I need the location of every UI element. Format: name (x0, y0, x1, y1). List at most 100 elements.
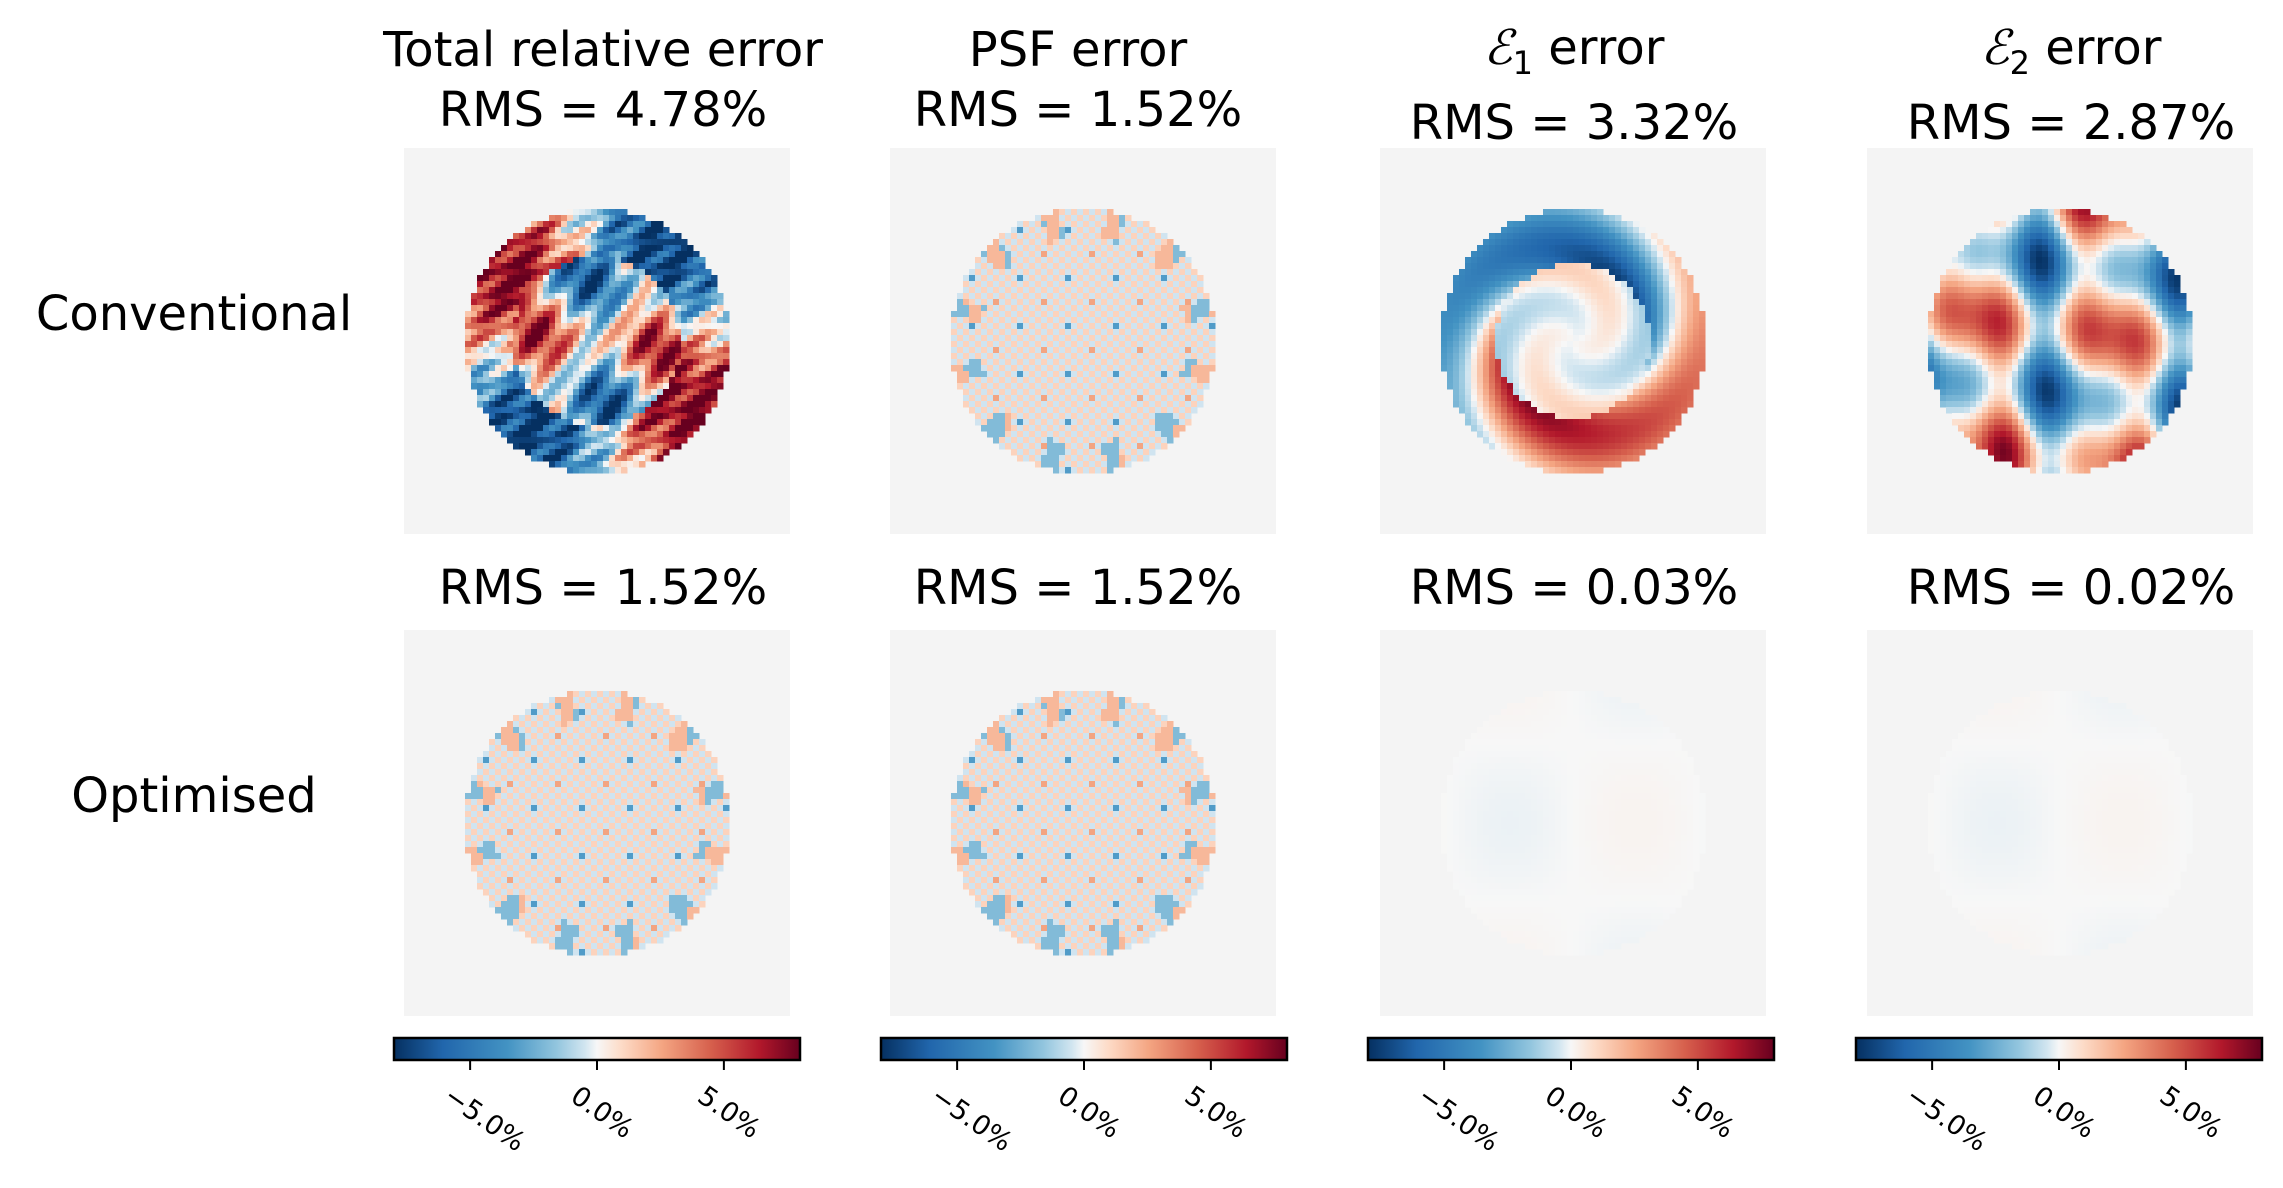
column-title-text: Total relative error (383, 22, 823, 78)
heatmap-cell (1579, 245, 1586, 252)
heatmap-cell (1029, 419, 1036, 426)
heatmap-cell (1095, 299, 1102, 306)
heatmap-cell (999, 437, 1006, 444)
heatmap-cell (1561, 335, 1568, 342)
heatmap-cell (1633, 245, 1640, 252)
heatmap-cell (1982, 317, 1989, 324)
heatmap-cell (1489, 353, 1496, 360)
heatmap-cell (1940, 377, 1947, 384)
heatmap-cell (1946, 353, 1953, 360)
heatmap-cell (669, 329, 676, 336)
heatmap-cell (1507, 443, 1514, 450)
heatmap-cell (1203, 299, 1210, 306)
heatmap-cell (987, 245, 994, 252)
heatmap-cell (621, 347, 628, 354)
heatmap-cell (1059, 419, 1066, 426)
heatmap-cell (1970, 413, 1977, 420)
heatmap-cell (1591, 419, 1598, 426)
heatmap-cell (999, 401, 1006, 408)
heatmap-cell (1179, 359, 1186, 366)
heatmap-cell (1531, 359, 1538, 366)
heatmap-cell (1549, 437, 1556, 444)
heatmap-cell (1651, 287, 1658, 294)
heatmap-cell (1543, 221, 1550, 228)
heatmap-cell (1179, 293, 1186, 300)
heatmap-cell (975, 317, 982, 324)
heatmap-cell (555, 461, 562, 468)
heatmap-cell (1035, 299, 1042, 306)
heatmap-cell (1609, 233, 1616, 240)
heatmap-cell (1047, 287, 1054, 294)
heatmap-cell (1525, 323, 1532, 330)
heatmap-cell (1964, 293, 1971, 300)
heatmap-cell (969, 347, 976, 354)
heatmap-cell (1507, 275, 1514, 282)
heatmap-cell (1513, 221, 1520, 228)
heatmap-cell (1651, 275, 1658, 282)
heatmap-cell (531, 251, 538, 258)
heatmap-cell (1675, 383, 1682, 390)
heatmap-cell (1029, 221, 1036, 228)
heatmap-cell (975, 335, 982, 342)
heatmap-cell (723, 359, 730, 366)
subscript: 2 (2009, 44, 2030, 82)
column-title-text: PSF error (968, 22, 1188, 78)
heatmap-cell (1573, 383, 1580, 390)
heatmap-cell (1585, 383, 1592, 390)
heatmap-cell (1567, 245, 1574, 252)
heatmap-cell (1119, 281, 1126, 288)
heatmap-cell (543, 389, 550, 396)
heatmap-cell (597, 311, 604, 318)
heatmap-cell (657, 389, 664, 396)
heatmap-cell (1011, 281, 1018, 288)
heatmap-cell (597, 317, 604, 324)
heatmap-cell (627, 371, 634, 378)
heatmap-cell (1537, 299, 1544, 306)
heatmap-cell (1113, 287, 1120, 294)
heatmap-cell (999, 239, 1006, 246)
heatmap-cell (693, 365, 700, 372)
heatmap-cell (1035, 383, 1042, 390)
heatmap-cell (1143, 281, 1150, 288)
heatmap-cell (1597, 335, 1604, 342)
heatmap-cell (1615, 353, 1622, 360)
rms-label: RMS = 1.52% (913, 82, 1243, 138)
heatmap-cell (1023, 389, 1030, 396)
heatmap-cell (1988, 359, 1995, 366)
heatmap-cell (1940, 311, 1947, 318)
heatmap-cell (639, 443, 646, 450)
heatmap-cell (1964, 275, 1971, 282)
heatmap-cell (567, 317, 574, 324)
heatmap-cell (1693, 365, 1700, 372)
heatmap-cell (1657, 365, 1664, 372)
heatmap-cell (1119, 299, 1126, 306)
heatmap-cell (1525, 443, 1532, 450)
heatmap-cell (1113, 329, 1120, 336)
heatmap-cell (675, 413, 682, 420)
heatmap-cell (951, 311, 958, 318)
heatmap-cell (1621, 293, 1628, 300)
heatmap-cell (993, 293, 1000, 300)
heatmap-cell (567, 269, 574, 276)
heatmap-cell (669, 323, 676, 330)
heatmap-cell (1501, 233, 1508, 240)
heatmap-cell (501, 281, 508, 288)
heatmap-cell (1173, 341, 1180, 348)
heatmap-cell (1543, 215, 1550, 222)
heatmap-cell (1107, 281, 1114, 288)
heatmap-cell (1453, 335, 1460, 342)
heatmap-cell (1555, 347, 1562, 354)
heatmap-cell (1471, 287, 1478, 294)
heatmap-cell (1567, 359, 1574, 366)
heatmap-cell (1976, 413, 1983, 420)
heatmap-cell (1191, 389, 1198, 396)
heatmap-cell (1149, 251, 1156, 258)
heatmap-cell (1143, 443, 1150, 450)
heatmap-cell (561, 389, 568, 396)
heatmap-cell (1994, 293, 2001, 300)
heatmap-cell (1561, 401, 1568, 408)
heatmap-cell (669, 287, 676, 294)
heatmap-cell (1453, 377, 1460, 384)
heatmap-cell (1167, 407, 1174, 414)
heatmap-cell (1125, 335, 1132, 342)
